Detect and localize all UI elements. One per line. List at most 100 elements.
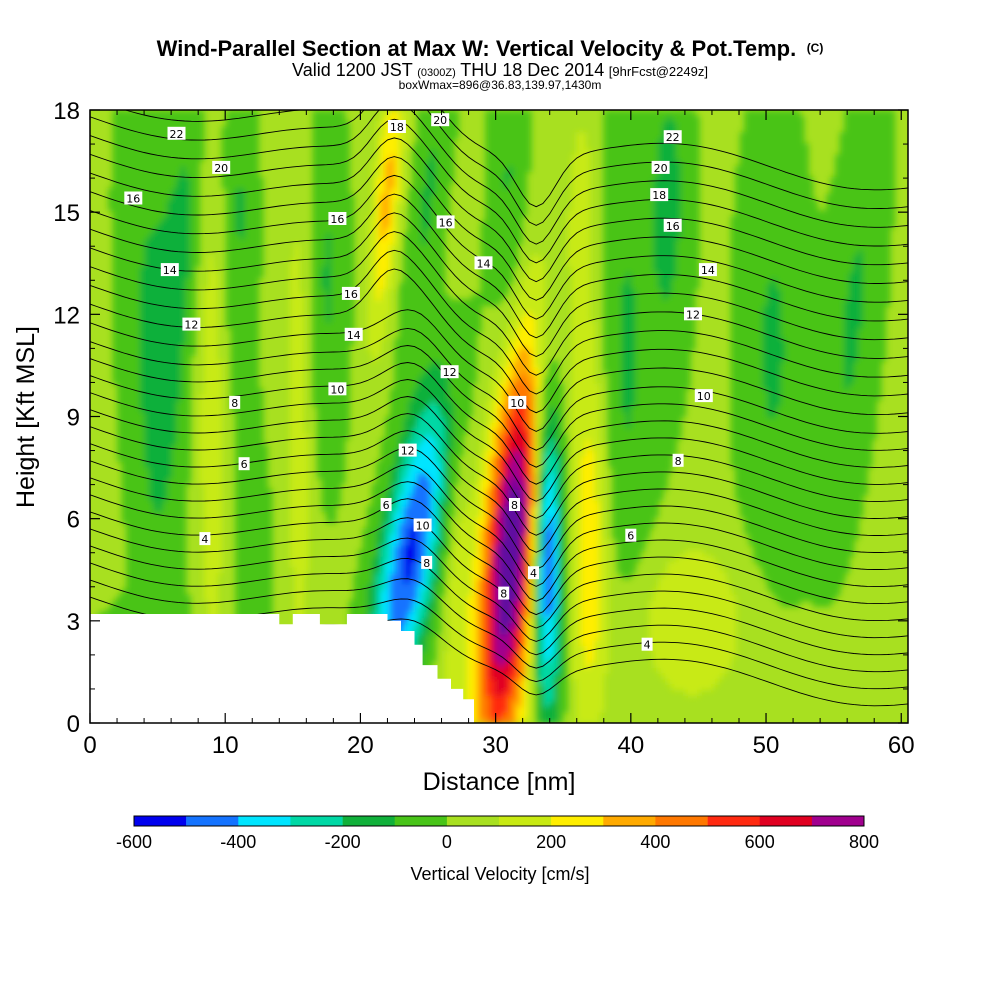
w-field-cell (794, 516, 800, 524)
w-field-cell (789, 600, 796, 607)
w-field-cell (508, 617, 514, 624)
w-field-cell (480, 656, 487, 663)
w-field-cell (517, 589, 523, 596)
w-field-cell (140, 494, 146, 501)
w-field-cell (603, 572, 609, 579)
w-field-cell (558, 667, 564, 674)
w-field-cell (671, 583, 677, 591)
w-field-cell (417, 600, 423, 607)
w-field-cell (290, 533, 296, 540)
w-field-cell (167, 561, 173, 568)
w-field-cell (494, 583, 500, 591)
w-field-cell (571, 516, 577, 524)
w-field-cell (385, 466, 391, 474)
w-field-cell (208, 561, 214, 568)
w-field-cell (126, 516, 132, 524)
w-field-cell (830, 505, 836, 513)
w-field-cell (739, 466, 746, 474)
w-field-cell (708, 611, 714, 618)
w-field-cell (262, 578, 268, 585)
w-field-cell (612, 528, 618, 535)
w-field-cell (558, 711, 564, 719)
w-field-cell (458, 606, 464, 613)
w-field-cell (476, 505, 482, 513)
w-field-cell (176, 539, 182, 546)
w-field-cell (208, 572, 214, 579)
w-field-cell (553, 578, 559, 585)
w-field-cell (576, 711, 582, 719)
w-field-cell (785, 539, 791, 546)
w-field-cell (408, 528, 414, 535)
w-field-cell (694, 611, 700, 618)
w-field-cell (739, 505, 746, 513)
w-field-cell (153, 572, 159, 579)
w-field-cell (262, 472, 268, 479)
w-field-cell (521, 544, 527, 552)
w-field-cell (412, 483, 418, 490)
w-field-cell (512, 522, 518, 529)
w-field-cell (521, 656, 527, 663)
w-field-cell (780, 539, 787, 546)
w-field-cell (476, 494, 482, 501)
w-field-cell (585, 661, 591, 669)
w-field-cell (539, 667, 546, 674)
w-field-cell (826, 583, 832, 591)
w-field-cell (171, 561, 178, 568)
w-field-cell (735, 461, 741, 468)
w-field-cell (580, 516, 587, 524)
w-field-cell (830, 522, 836, 529)
w-field-cell (649, 466, 655, 474)
w-field-cell (417, 555, 423, 563)
w-field-cell (562, 700, 568, 708)
w-field-cell (394, 567, 400, 574)
w-field-cell (217, 472, 223, 479)
w-field-cell (462, 645, 468, 652)
w-field-cell (135, 578, 141, 585)
w-field-cell (526, 583, 532, 591)
w-field-cell (476, 611, 482, 618)
w-field-cell (489, 661, 496, 669)
w-field-cell (617, 561, 623, 568)
w-field-cell (599, 567, 605, 574)
w-field-cell (839, 578, 846, 585)
w-field-cell (539, 472, 546, 479)
w-field-cell (535, 589, 541, 596)
w-field-cell (153, 488, 159, 496)
w-field-cell (703, 667, 709, 674)
w-field-cell (676, 567, 682, 574)
w-field-cell (526, 516, 532, 524)
w-field-cell (753, 483, 759, 490)
w-field-cell (371, 516, 378, 524)
w-field-cell (149, 550, 155, 557)
w-field-cell (376, 511, 382, 518)
w-field-cell (176, 500, 182, 507)
w-field-cell (453, 622, 459, 630)
w-field-cell (389, 594, 396, 602)
w-field-cell (580, 667, 587, 674)
w-field-cell (599, 533, 605, 540)
w-field-cell (580, 472, 587, 479)
w-field-cell (303, 544, 309, 552)
w-field-cell (467, 516, 473, 524)
w-field-cell (562, 533, 568, 540)
w-field-cell (167, 567, 173, 574)
w-field-cell (617, 483, 623, 490)
w-field-cell (135, 567, 141, 574)
w-field-cell (117, 606, 123, 613)
w-field-cell (358, 561, 364, 568)
w-field-cell (294, 511, 300, 518)
w-field-cell (480, 477, 487, 485)
w-field-cell (176, 572, 182, 579)
w-field-cell (462, 689, 468, 696)
w-field-cell (240, 522, 246, 529)
w-field-cell (717, 611, 723, 618)
w-field-cell (249, 583, 255, 591)
w-field-cell (453, 466, 459, 474)
w-field-cell (544, 461, 550, 468)
w-field-cell (126, 511, 132, 518)
w-field-cell (444, 500, 450, 507)
w-field-cell (203, 488, 209, 496)
w-field-cell (149, 583, 155, 591)
w-field-cell (403, 488, 409, 496)
w-field-cell (262, 606, 268, 613)
